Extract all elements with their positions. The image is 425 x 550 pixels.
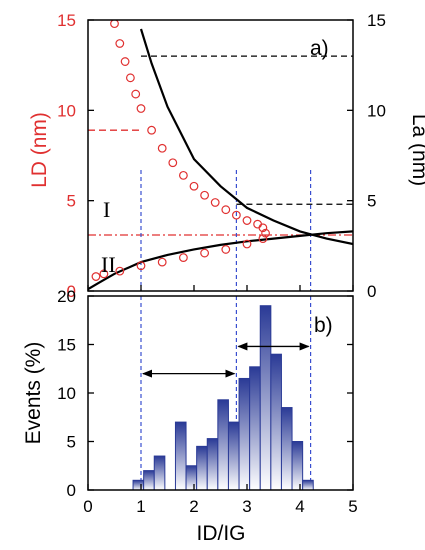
- y-tick-label: 0: [67, 481, 76, 500]
- ld-point: [261, 228, 270, 238]
- panel-a-letter: a): [310, 37, 329, 60]
- histogram-bar: [153, 455, 166, 491]
- la-curve-descending: [139, 28, 353, 246]
- ld-point: [110, 20, 119, 29]
- histogram-bar: [291, 441, 304, 491]
- left-tick-label: 5: [67, 192, 76, 211]
- region-label-2: II: [101, 252, 116, 277]
- histogram-bar: [280, 407, 293, 491]
- ld-point: [157, 143, 167, 153]
- histogram-bar: [249, 366, 261, 491]
- ld-point: [200, 190, 210, 200]
- ld-point: [258, 223, 268, 233]
- ld-point: [125, 73, 135, 83]
- right-tick-label: 15: [367, 11, 386, 30]
- ld-point: [253, 219, 263, 229]
- ld-point: [136, 261, 146, 271]
- x-tick-label: 5: [348, 497, 357, 516]
- panel-b-letter: b): [314, 314, 333, 337]
- ld-point: [200, 248, 210, 258]
- ld-point: [120, 57, 130, 66]
- x-tick-label: 2: [189, 497, 198, 516]
- y-tick-label: 15: [57, 336, 76, 355]
- ld-point: [99, 269, 109, 279]
- histogram-bar: [217, 399, 229, 491]
- ld-point: [210, 198, 220, 207]
- ld-point: [115, 266, 125, 276]
- la-curve-ascending: [88, 230, 353, 291]
- histogram-bar: [238, 377, 251, 491]
- left-axis-title: LD (nm): [28, 112, 51, 188]
- right-axis-title: La (nm): [408, 114, 425, 186]
- ld-point: [221, 205, 231, 215]
- ld-point: [136, 104, 146, 113]
- histogram-bar: [132, 479, 145, 491]
- ld-point: [115, 39, 125, 48]
- x-tick-label: 1: [136, 497, 145, 516]
- ld-point: [189, 181, 199, 191]
- histogram-bar: [270, 353, 282, 491]
- ld-point: [258, 234, 268, 244]
- ld-point: [91, 272, 101, 281]
- ld-point: [231, 210, 241, 220]
- panel-a: 0 5 10 15 0 5 10 15 a) I II LD (nm) La (nm): [28, 11, 425, 301]
- histogram-bar: [143, 470, 155, 491]
- right-tick-label: 5: [367, 192, 376, 211]
- right-tick-label: 10: [367, 101, 386, 120]
- histogram-bar: [206, 438, 219, 491]
- histogram-bar: [196, 445, 208, 491]
- histogram-bar: [174, 421, 187, 491]
- x-tick-label: 0: [83, 497, 92, 516]
- left-tick-label: 10: [57, 101, 76, 120]
- panel-a-frame: [87, 19, 354, 292]
- ld-point: [221, 245, 231, 254]
- ld-point: [242, 239, 252, 249]
- ld-point: [147, 125, 157, 135]
- region-label-1: I: [103, 197, 110, 222]
- panel-b: 0 1 2 3 4 5 0 5 10 15 20 b) Events (%) ID/IG: [22, 287, 358, 545]
- histogram-bar: [302, 479, 314, 491]
- y-tick-label: 5: [67, 433, 76, 452]
- y-tick-label: 20: [57, 287, 76, 306]
- x-axis-title: ID/IG: [196, 522, 245, 545]
- x-tick-label: 3: [242, 497, 251, 516]
- ld-point: [178, 253, 188, 262]
- histogram-bar: [259, 305, 272, 491]
- ld-point: [131, 89, 141, 99]
- histogram-bar: [185, 465, 198, 491]
- ld-point: [157, 257, 167, 267]
- y-tick-label: 10: [57, 384, 76, 403]
- y-axis-title: Events (%): [22, 342, 45, 445]
- left-tick-label: 0: [67, 282, 76, 301]
- ld-point: [168, 158, 178, 168]
- right-tick-label: 0: [367, 282, 376, 301]
- ld-point: [242, 216, 252, 225]
- left-tick-label: 15: [57, 11, 76, 30]
- x-tick-label: 4: [295, 497, 304, 516]
- ld-point: [178, 170, 188, 180]
- histogram-bar: [227, 421, 240, 491]
